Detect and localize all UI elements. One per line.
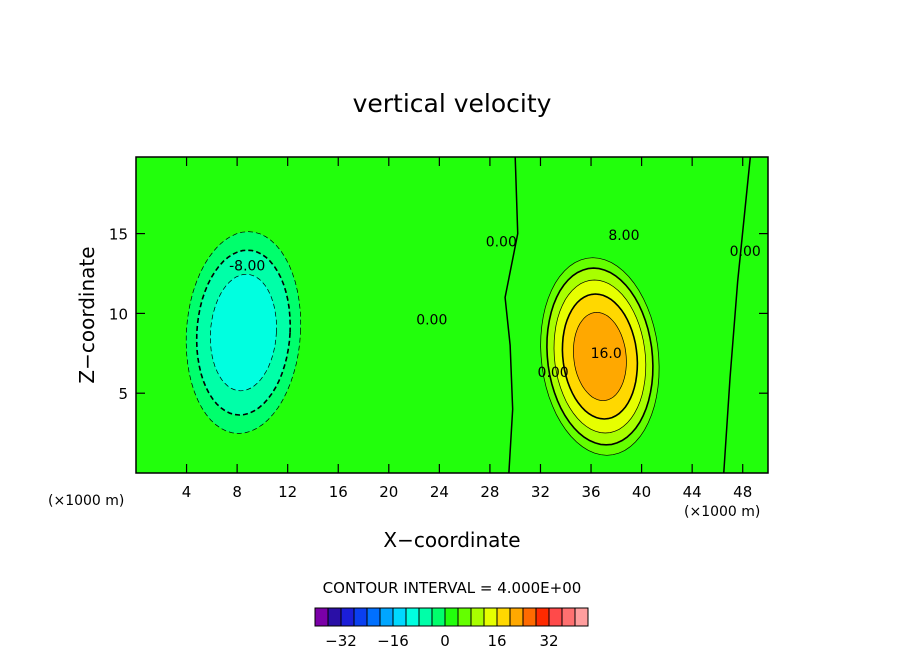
colorbar-swatch (405, 607, 420, 627)
zero-contour (504, 157, 519, 473)
colorbar-swatch (496, 607, 511, 627)
x-tick-label: 36 (581, 483, 600, 501)
colorbar-swatch (353, 607, 368, 627)
contour-label: 0.00 (538, 365, 569, 381)
x-tick-label: 8 (232, 483, 242, 501)
colorbar-swatch (392, 607, 407, 627)
colorbar-swatch (457, 607, 472, 627)
colorbar-ticks: −32 −16 0 16 32 (325, 632, 558, 650)
colorbar-swatch (561, 607, 576, 627)
x-tick-label: 12 (278, 483, 297, 501)
colorbar-swatch (444, 607, 459, 627)
contour-band (573, 312, 627, 401)
contour-line (561, 293, 639, 420)
contour-line (553, 279, 647, 434)
colorbar-swatch (470, 607, 485, 627)
colorbar-swatch (379, 607, 394, 627)
contour-line (573, 311, 627, 402)
colorbar-swatch (418, 607, 433, 627)
contour-line (210, 273, 277, 392)
x-tick-label: 48 (733, 483, 752, 501)
colorbar-swatch (509, 607, 524, 627)
contour-label: 0.00 (486, 234, 517, 250)
colorbar-swatch (535, 607, 550, 627)
colorbar-tick-label: 32 (539, 632, 558, 650)
x-tick-label: 4 (182, 483, 192, 501)
colorbar-swatch (548, 607, 563, 627)
x-unit-right: (×1000 m) (684, 504, 760, 520)
x-tick-label: 24 (430, 483, 449, 501)
contour-label: -8.00 (229, 258, 265, 274)
y-tick-label: 10 (109, 305, 128, 323)
y-axis-label: Z−coordinate (75, 246, 99, 383)
colorbar-swatch (483, 607, 498, 627)
contour-field (136, 157, 768, 473)
contour-label: 0.00 (416, 313, 447, 329)
contour-label: 8.00 (608, 228, 639, 244)
x-tick-label: 40 (632, 483, 651, 501)
x-axis-ticks: 4 8 12 16 20 24 28 32 36 40 44 48 (182, 157, 752, 501)
contour-line (546, 267, 654, 446)
y-tick-label: 15 (109, 226, 128, 244)
x-unit-left: (×1000 m) (48, 493, 124, 509)
colorbar-swatch (340, 607, 355, 627)
contour-label: 0.00 (730, 244, 761, 260)
contour-line (540, 257, 660, 456)
colorbar (314, 607, 589, 627)
x-axis-label: X−coordinate (383, 528, 520, 552)
x-tick-label: 32 (531, 483, 550, 501)
x-tick-label: 28 (480, 483, 499, 501)
colorbar-tick-label: 16 (487, 632, 506, 650)
x-tick-label: 16 (329, 483, 348, 501)
colorbar-swatch (431, 607, 446, 627)
contour-labels: -8.00 0.00 0.00 0.00 8.00 16.0 0.00 (229, 228, 761, 381)
plot-frame (135, 156, 769, 474)
colorbar-swatch (574, 607, 589, 627)
y-axis-ticks: 5 10 15 (109, 226, 768, 403)
contour-line (185, 231, 302, 434)
colorbar-tick-label: −16 (377, 632, 409, 650)
x-tick-label: 44 (683, 483, 702, 501)
contour-line (195, 249, 292, 416)
contour-label: 16.0 (591, 346, 622, 362)
colorbar-swatch (366, 607, 381, 627)
x-tick-label: 20 (379, 483, 398, 501)
colorbar-tick-label: 0 (440, 632, 450, 650)
colorbar-swatch (327, 607, 342, 627)
y-tick-label: 5 (118, 385, 128, 403)
contour-band (210, 274, 277, 391)
chart-title: vertical velocity (353, 89, 552, 118)
contour-interval-text: CONTOUR INTERVAL = 4.000E+00 (323, 579, 582, 597)
colorbar-swatch (522, 607, 537, 627)
colorbar-tick-label: −32 (325, 632, 357, 650)
zero-contour (723, 157, 752, 473)
colorbar-swatch (314, 607, 329, 627)
